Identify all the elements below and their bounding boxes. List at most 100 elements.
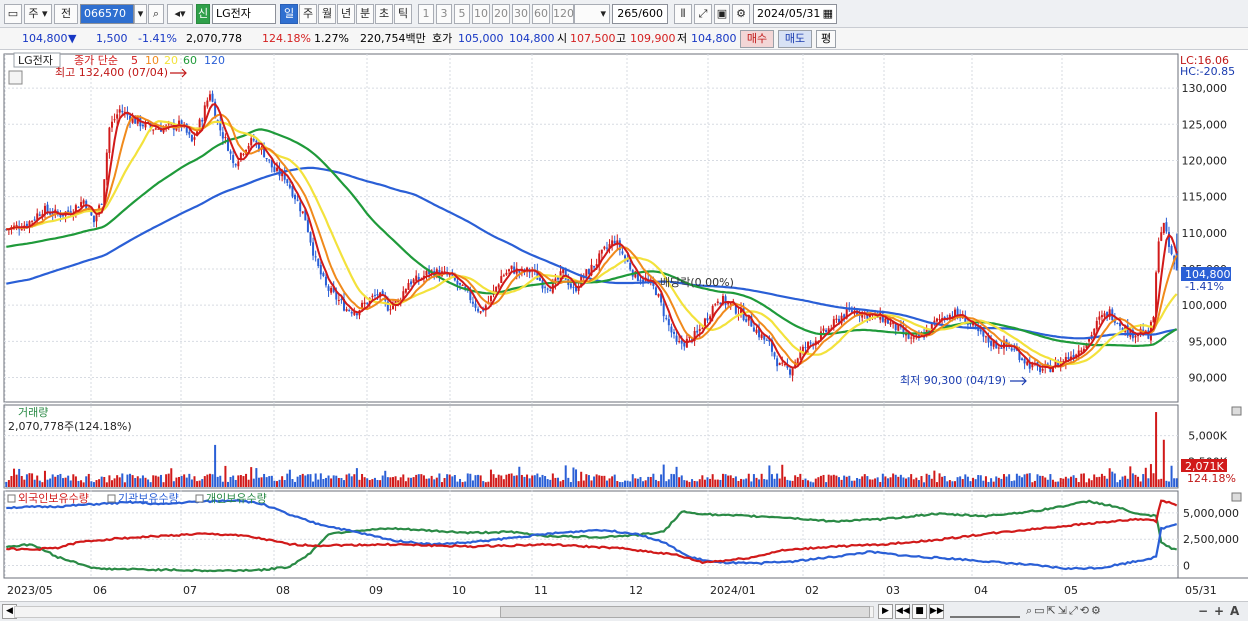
volume-close-icon[interactable] <box>1231 406 1242 416</box>
series-toggle-checkbox[interactable] <box>195 494 204 503</box>
window-menu-icon[interactable]: ▭ <box>4 4 22 24</box>
candle-body <box>1010 348 1013 351</box>
scroll-left-button[interactable]: ◀ <box>2 604 17 619</box>
volume-bar <box>837 477 840 487</box>
volume-bar <box>229 476 232 487</box>
nav-button[interactable]: ◀◀ <box>895 604 910 619</box>
candle-body <box>306 220 309 232</box>
candle-body <box>59 214 62 217</box>
interval-button[interactable]: 120 <box>552 4 574 24</box>
volume-bar <box>910 474 913 487</box>
interval-button[interactable]: 30 <box>512 4 530 24</box>
period-button[interactable]: 분 <box>356 4 374 24</box>
zoom-button[interactable]: + <box>1214 604 1225 618</box>
count-dropdown[interactable]: ▾ <box>574 4 610 24</box>
zoom-slider[interactable] <box>950 605 1020 618</box>
zoom-button[interactable]: A <box>1230 604 1240 618</box>
zoom-button[interactable]: − <box>1198 604 1209 618</box>
foreign-holdings-line <box>6 499 1178 565</box>
period-button[interactable]: 주 <box>299 4 317 24</box>
candle-body <box>456 280 459 285</box>
volume-bar <box>335 475 338 487</box>
stock-name-field[interactable]: LG전자 <box>212 4 276 24</box>
series-toggle-checkbox[interactable] <box>107 494 116 503</box>
volume-bar <box>845 476 848 487</box>
low-label: 저 <box>677 32 688 45</box>
candle-body <box>809 342 812 344</box>
calc-icon[interactable] <box>8 70 23 85</box>
volume-bar <box>394 476 397 487</box>
volume-bar <box>121 473 124 487</box>
crosshair-icon[interactable]: ⤢ <box>694 4 712 24</box>
sell-button[interactable]: 매도 <box>778 30 812 48</box>
speaker-icon[interactable]: ◂▾ <box>167 4 193 24</box>
evaluate-button[interactable]: 평 <box>816 30 836 48</box>
volume-bar <box>502 479 505 487</box>
volume-bar <box>420 474 423 487</box>
volume-bar <box>123 482 126 487</box>
interval-button[interactable]: 10 <box>472 4 490 24</box>
volume-bar <box>435 477 438 487</box>
candle-body <box>907 333 910 339</box>
bid-price: 104,800 <box>509 32 555 45</box>
volume-bar <box>1072 475 1075 487</box>
volume-bar <box>196 481 199 487</box>
nav-button[interactable]: ■ <box>912 604 927 619</box>
volume-bar <box>1062 478 1065 487</box>
volume-bar <box>817 477 820 487</box>
candle-body <box>324 276 327 286</box>
period-button[interactable]: 틱 <box>394 4 412 24</box>
candle-body <box>657 294 660 297</box>
search-icon[interactable]: ⌕ <box>148 4 164 24</box>
scroll-thumb[interactable] <box>500 606 870 618</box>
candle-body <box>343 298 346 311</box>
candle-icon[interactable]: ⫴ <box>674 4 692 24</box>
period-type-select[interactable]: 주 ▾ <box>24 4 52 24</box>
stock-code-input[interactable]: 066570 <box>80 4 134 24</box>
period-button[interactable]: 초 <box>375 4 393 24</box>
candle-body <box>141 124 144 127</box>
volume-bar <box>672 474 675 487</box>
candle-body <box>152 129 155 131</box>
candle-body <box>642 279 645 282</box>
volume-bar <box>990 478 993 487</box>
interval-button[interactable]: 60 <box>532 4 550 24</box>
volume-bar <box>275 481 278 487</box>
interval-button[interactable]: 1 <box>418 4 434 24</box>
save-icon[interactable]: ▣ <box>714 4 730 24</box>
candle-body <box>804 347 807 349</box>
code-dropdown-icon[interactable]: ▾ <box>134 4 147 24</box>
period-button[interactable]: 월 <box>318 4 336 24</box>
nav-button[interactable]: ▶▶ <box>929 604 944 619</box>
volume-bar <box>1095 477 1098 487</box>
interval-button[interactable]: 20 <box>492 4 510 24</box>
volume-bar <box>665 481 668 487</box>
volume-bar <box>492 474 495 487</box>
candle-body <box>1051 367 1054 373</box>
volume-bar <box>263 473 266 487</box>
volume-bar <box>799 473 802 487</box>
volume-bar <box>1149 464 1152 487</box>
volume-bar <box>1165 480 1168 487</box>
period-button[interactable]: 년 <box>337 4 355 24</box>
drawing-tools-icons[interactable]: ⌕▭⇱⇲⤢⟲⚙ <box>1026 604 1103 617</box>
candle-body <box>314 256 317 258</box>
low-annotation: 최저 90,300 (04/19) <box>900 374 1006 387</box>
gear-icon[interactable]: ⚙ <box>732 4 750 24</box>
volume-bar <box>585 474 588 487</box>
nav-button[interactable]: ▶ <box>878 604 893 619</box>
period-button[interactable]: 일 <box>280 4 298 24</box>
candle-body <box>513 266 516 274</box>
volume-bar <box>624 480 627 487</box>
volume-bar <box>587 475 590 487</box>
interval-button[interactable]: 3 <box>436 4 452 24</box>
interval-button[interactable]: 5 <box>454 4 470 24</box>
volume-bar <box>778 478 781 487</box>
buy-button[interactable]: 매수 <box>740 30 774 48</box>
holdings-close-icon[interactable] <box>1231 492 1242 502</box>
series-toggle-checkbox[interactable] <box>7 494 16 503</box>
date-field[interactable]: 2024/05/31 ▦ <box>753 4 837 24</box>
period-mode-button[interactable]: 전 <box>54 4 78 24</box>
count-field[interactable]: 265/600 <box>612 4 668 24</box>
